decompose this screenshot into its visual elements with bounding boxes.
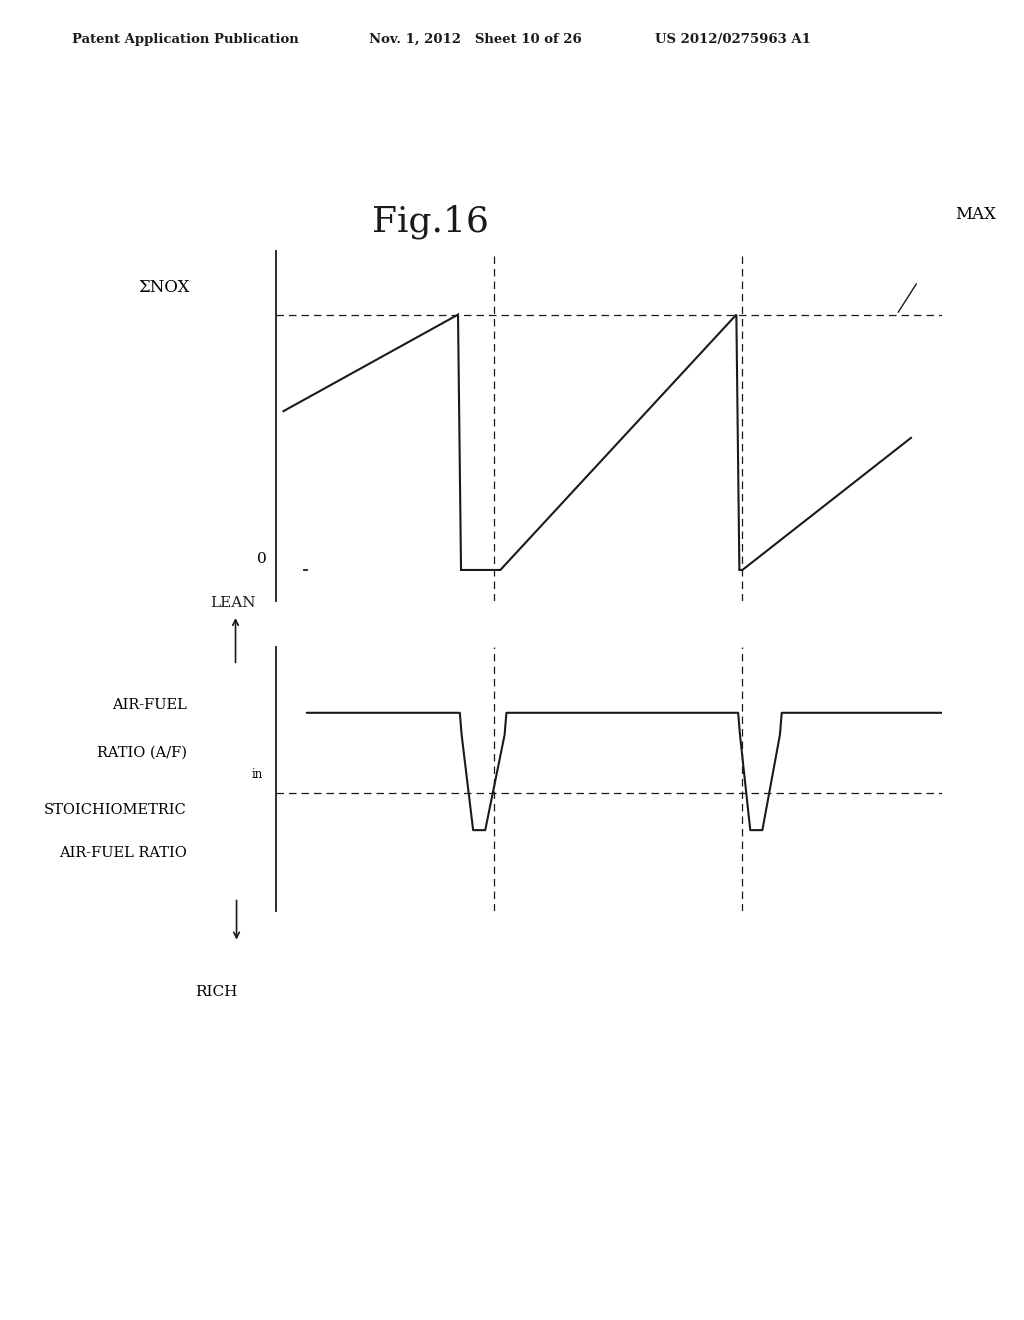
Text: in: in [252,768,263,781]
Text: Nov. 1, 2012   Sheet 10 of 26: Nov. 1, 2012 Sheet 10 of 26 [369,33,582,46]
Text: AIR-FUEL RATIO: AIR-FUEL RATIO [58,846,186,859]
Text: AIR-FUEL: AIR-FUEL [112,698,186,711]
Text: LEAN: LEAN [210,595,255,610]
Text: RATIO (A/F): RATIO (A/F) [96,746,186,759]
Text: Patent Application Publication: Patent Application Publication [72,33,298,46]
Text: US 2012/0275963 A1: US 2012/0275963 A1 [655,33,811,46]
Text: MAX: MAX [955,206,996,223]
Text: 0: 0 [257,552,266,566]
Text: ΣNOX: ΣNOX [138,279,190,296]
Text: Fig.16: Fig.16 [372,205,488,239]
Text: RICH: RICH [196,985,238,999]
Text: STOICHIOMETRIC: STOICHIOMETRIC [44,804,186,817]
